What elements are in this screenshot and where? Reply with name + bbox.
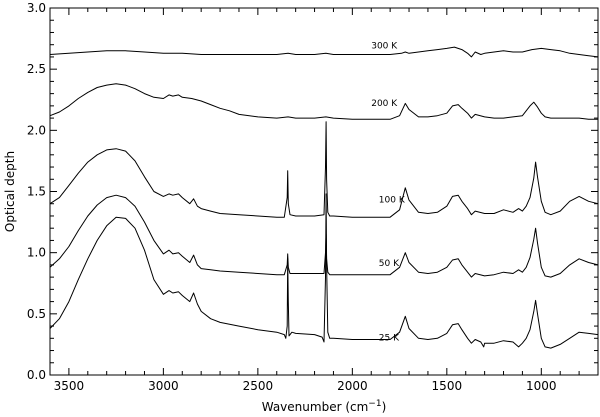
series-line-0	[49, 46, 599, 58]
y-tick-label: 0.5	[27, 307, 46, 321]
series-line-1	[49, 83, 598, 120]
series-label-2: 100 K	[379, 196, 406, 206]
series-labels: 300 K 200 K 100 K 50 K 25 K	[371, 41, 406, 343]
series-layer	[49, 46, 599, 349]
series-label-4: 25 K	[379, 334, 400, 344]
y-tick-label: 2.5	[27, 62, 46, 76]
ticks-layer: 3500 3000 2500 2000 1500 1000 0.0 0.5 1.0 1.5 2.0 2…	[27, 1, 599, 393]
x-tick-label: 1500	[432, 379, 463, 393]
y-tick-label: 3.0	[27, 1, 46, 15]
series-label-1: 200 K	[371, 99, 398, 109]
plot-frame	[49, 7, 599, 376]
y-tick-label: 0.0	[27, 368, 46, 382]
series-label-0: 300 K	[371, 41, 398, 51]
series-line-3	[49, 194, 599, 278]
x-axis-title-superscript: −1	[368, 399, 381, 409]
x-tick-label: 1000	[526, 379, 557, 393]
series-line-2	[49, 121, 599, 218]
x-axis-title-close: )	[382, 400, 387, 414]
x-tick-label: 2000	[337, 379, 368, 393]
x-tick-label: 2500	[243, 379, 274, 393]
y-tick-label: 1.0	[27, 246, 46, 260]
x-tick-label: 3500	[54, 379, 85, 393]
y-axis-title: Optical depth	[3, 151, 17, 232]
series-label-3: 50 K	[379, 259, 400, 269]
series-line-4	[49, 193, 599, 349]
y-tick-label: 2.0	[27, 123, 46, 137]
x-axis-title: Wavenumber (cm−1)	[262, 399, 387, 414]
x-tick-label: 3000	[148, 379, 179, 393]
y-tick-label: 1.5	[27, 185, 46, 199]
